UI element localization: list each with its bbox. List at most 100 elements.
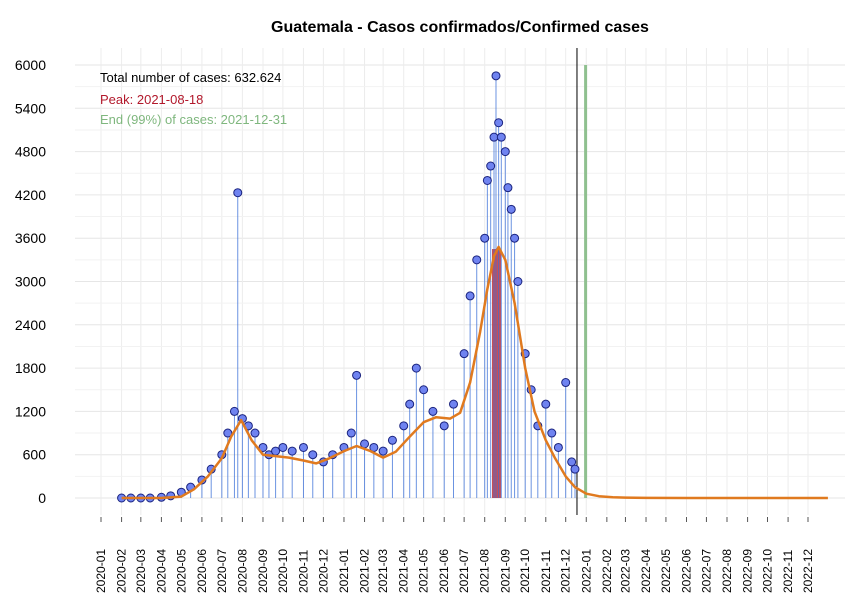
x-axis: 2020-01 2020-02 2020-03 2020-04 2020-05 2020-… (94, 517, 815, 593)
grid (75, 48, 845, 515)
x-tick-label: 2021-06 (437, 549, 451, 593)
y-axis: 0 600 1200 1800 2400 3000 3600 4200 4800 5400 6000 (15, 57, 46, 506)
total-cases-annotation: Total number of cases: 632.624 (100, 70, 281, 85)
x-tick-label: 2022-11 (781, 550, 795, 593)
data-point (541, 399, 551, 409)
data-point (465, 291, 475, 301)
x-tick-label: 2021-09 (498, 549, 512, 593)
x-tick-label: 2021-05 (417, 549, 431, 593)
data-point (387, 435, 397, 445)
data-point (378, 446, 388, 456)
data-point (346, 428, 356, 438)
data-point (229, 406, 239, 416)
x-tick-label: 2020-09 (256, 549, 270, 593)
x-tick-label: 2021-11 (539, 550, 553, 593)
x-tick-label: 2020-02 (115, 549, 129, 593)
data-point (233, 188, 243, 198)
x-tick-label: 2022-04 (639, 549, 653, 593)
x-tick-label: 2021-10 (518, 549, 532, 593)
data-point (561, 378, 571, 388)
y-tick-label: 4200 (15, 187, 46, 203)
y-tick-label: 1800 (15, 360, 46, 376)
x-tick-label: 2022-07 (699, 549, 713, 593)
data-point (449, 399, 459, 409)
peak-annotation: Peak: 2021-08-18 (100, 92, 203, 107)
chart-title: Guatemala - Casos confirmados/Confirmed … (271, 19, 649, 36)
daily-points (117, 71, 580, 503)
x-tick-label: 2022-01 (579, 549, 593, 593)
data-point (439, 421, 449, 431)
end-line (584, 65, 588, 498)
data-point (510, 233, 520, 243)
data-point (399, 421, 409, 431)
x-tick-label: 2021-03 (376, 549, 390, 593)
y-tick-label: 2400 (15, 317, 46, 333)
smoothed-line (121, 245, 828, 500)
data-point (419, 385, 429, 395)
x-tick-label: 2020-08 (235, 549, 249, 593)
data-point (567, 457, 577, 467)
data-point (278, 442, 288, 452)
y-tick-label: 3600 (15, 230, 46, 246)
x-tick-label: 2020-12 (316, 549, 330, 593)
data-point (503, 183, 513, 193)
data-point (494, 118, 504, 128)
data-point (459, 349, 469, 359)
x-tick-label: 2020-05 (174, 549, 188, 593)
y-tick-label: 6000 (15, 57, 46, 73)
data-point (486, 161, 496, 171)
x-tick-label: 2021-02 (358, 549, 372, 593)
data-point (308, 450, 318, 460)
data-point (428, 406, 438, 416)
x-tick-label: 2022-05 (659, 549, 673, 593)
x-tick-label: 2020-06 (195, 549, 209, 593)
y-tick-label: 0 (38, 490, 46, 506)
x-tick-label: 2022-09 (741, 549, 755, 593)
x-tick-label: 2022-10 (761, 549, 775, 593)
y-tick-label: 600 (23, 447, 47, 463)
x-tick-label: 2022-06 (680, 549, 694, 593)
data-point (298, 442, 308, 452)
x-tick-label: 2020-11 (296, 550, 310, 593)
data-point (500, 147, 510, 157)
data-point (411, 363, 421, 373)
data-point (480, 233, 490, 243)
data-point (506, 204, 516, 214)
x-tick-label: 2020-07 (215, 549, 229, 593)
x-tick-label: 2022-03 (618, 549, 632, 593)
legend-annotations: Total number of cases: 632.624 Peak: 202… (100, 70, 287, 127)
y-tick-label: 5400 (15, 100, 46, 116)
x-tick-label: 2020-01 (94, 549, 108, 593)
data-point (223, 428, 233, 438)
x-tick-label: 2020-03 (134, 549, 148, 593)
x-tick-label: 2022-12 (801, 549, 815, 593)
y-tick-label: 3000 (15, 274, 46, 290)
data-point (197, 475, 207, 485)
data-point (489, 132, 499, 142)
end-annotation: End (99%) of cases: 2021-12-31 (100, 112, 287, 127)
x-tick-label: 2021-01 (337, 549, 351, 593)
data-point (553, 442, 563, 452)
data-point (352, 370, 362, 380)
data-point (472, 255, 482, 265)
x-tick-label: 2021-04 (397, 549, 411, 593)
y-tick-label: 1200 (15, 403, 46, 419)
data-point (570, 464, 580, 474)
data-point (287, 446, 297, 456)
x-tick-label: 2021-12 (559, 549, 573, 593)
data-point (258, 442, 268, 452)
data-point (496, 132, 506, 142)
data-point (491, 71, 501, 81)
data-point (547, 428, 557, 438)
smoothed-curve (121, 245, 828, 500)
data-point (271, 446, 281, 456)
data-point (405, 399, 415, 409)
data-point (513, 277, 523, 286)
x-tick-label: 2021-08 (478, 549, 492, 593)
x-tick-label: 2020-04 (154, 549, 168, 593)
x-tick-label: 2022-08 (720, 549, 734, 593)
x-tick-label: 2020-10 (276, 549, 290, 593)
x-tick-label: 2021-07 (457, 549, 471, 593)
